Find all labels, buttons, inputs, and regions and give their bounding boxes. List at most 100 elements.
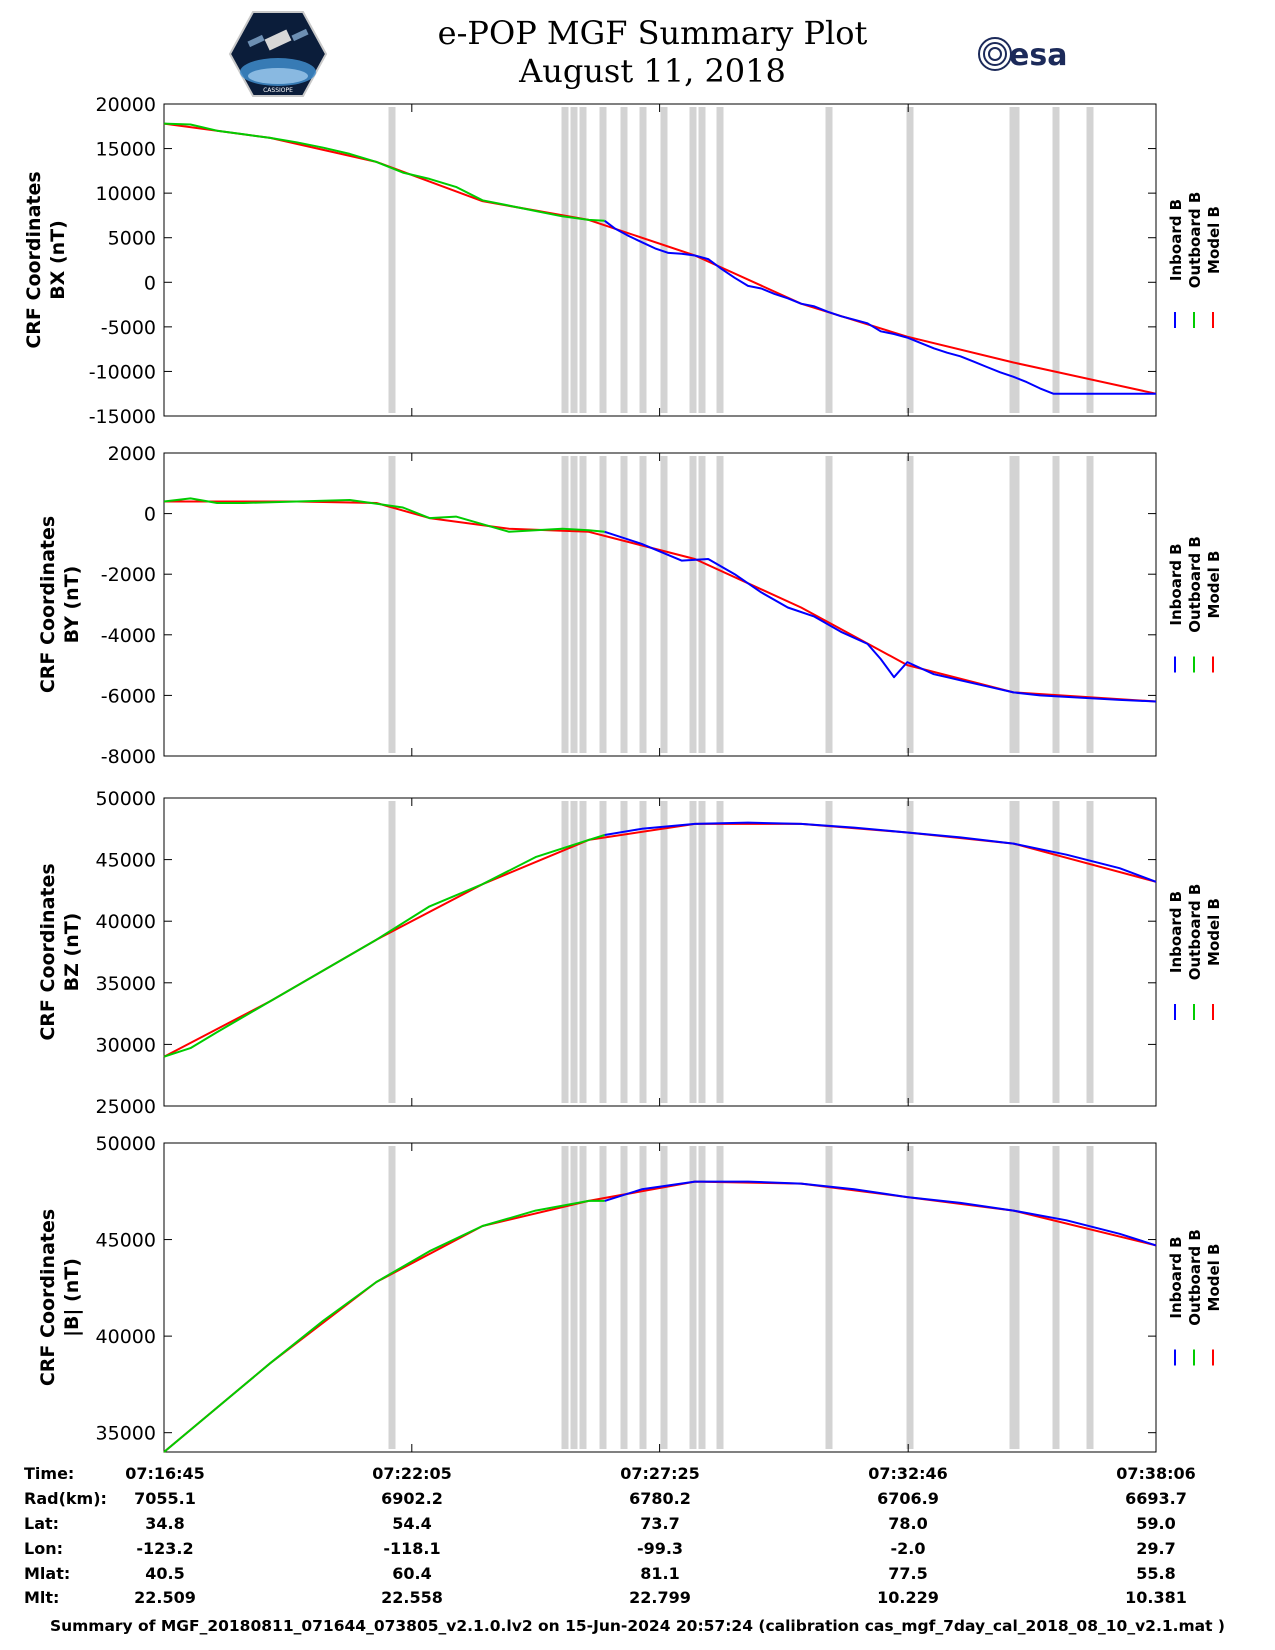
data-gap-band — [561, 801, 569, 1103]
info-cell: 22.509 — [134, 1588, 196, 1607]
series-line-outboard-b — [163, 497, 605, 533]
y-tick-label: 45000 — [96, 850, 156, 872]
info-cell: 07:22:05 — [372, 1464, 452, 1483]
plot-date: August 11, 2018 — [519, 52, 786, 90]
data-gap-band — [579, 456, 587, 753]
y-tick-label: -6000 — [101, 685, 156, 707]
info-cell: 6706.9 — [877, 1489, 939, 1508]
info-row-label: Lat: — [24, 1514, 59, 1533]
data-gap-band — [1086, 456, 1094, 753]
data-gap-band — [639, 801, 647, 1103]
y-tick-label: 30000 — [96, 1034, 156, 1056]
info-cell: -2.0 — [891, 1539, 926, 1558]
info-cell: 07:38:06 — [1116, 1464, 1196, 1483]
data-gap-band — [660, 801, 668, 1103]
plot-frame — [163, 103, 1157, 417]
data-gap-band — [1052, 107, 1060, 413]
y-axis-label-line: CRF Coordinates — [37, 516, 59, 693]
y-tick-label: -2000 — [101, 564, 156, 586]
data-gap-band — [716, 456, 724, 753]
esa-wordmark: esa — [1009, 38, 1067, 73]
y-tick-label: -15000 — [89, 406, 156, 428]
data-gap-band — [639, 107, 647, 413]
y-axis-label-line: CRF Coordinates — [37, 863, 59, 1040]
data-gap-band — [825, 1146, 833, 1449]
plot-title: e-POP MGF Summary Plot — [437, 14, 868, 52]
y-axis-label-line: CRF Coordinates — [23, 171, 45, 348]
y-tick-label: 25000 — [96, 1096, 156, 1118]
data-gap-band — [388, 1146, 396, 1449]
data-gap-band — [906, 456, 914, 753]
info-cell: 6902.2 — [381, 1489, 443, 1508]
legend-label: Outboard B — [1186, 1229, 1204, 1326]
plot-frame — [163, 1142, 1157, 1453]
y-tick-label: 35000 — [96, 973, 156, 995]
y-tick-label: -4000 — [101, 625, 156, 647]
plot-frame — [163, 797, 1157, 1107]
cassiope-mission-logo: CASSIOPE — [228, 11, 328, 97]
chart-panel-2: 2000 0 -2000 -4000 -6000 -8000 CRF Coordinates… — [37, 443, 1223, 768]
y-axis-label: CRF Coordinates |B| (nT) — [37, 1209, 83, 1386]
data-gap-band — [716, 107, 724, 413]
y-tick-label: -10000 — [89, 361, 156, 383]
y-axis-label-line: |B| (nT) — [61, 1258, 83, 1337]
y-axis-label-line: BX (nT) — [47, 220, 69, 300]
legend-label: Outboard B — [1186, 536, 1204, 633]
series-line-inboard-b — [604, 1180, 1157, 1247]
series-line-model-b — [163, 822, 1157, 1058]
info-cell: 22.799 — [629, 1588, 691, 1607]
data-gap-band — [689, 107, 697, 413]
esa-logo: esa — [978, 37, 1067, 73]
y-tick-label: 35000 — [96, 1423, 156, 1445]
data-gap-band — [660, 107, 668, 413]
info-cell: 55.8 — [1136, 1564, 1175, 1583]
info-cell: 73.7 — [640, 1514, 679, 1533]
data-gap-band — [1086, 801, 1094, 1103]
y-tick-label: 20000 — [96, 94, 156, 116]
legend-label: Inboard B — [1167, 543, 1185, 625]
series-line-outboard-b — [163, 122, 605, 222]
y-tick-label: -5000 — [101, 317, 156, 339]
info-cell: -99.3 — [637, 1539, 683, 1558]
data-gap-band — [388, 107, 396, 413]
data-gap-band — [1012, 801, 1020, 1103]
data-gap-band — [698, 107, 706, 413]
data-gap-band — [570, 1146, 578, 1449]
y-tick-label: -8000 — [101, 746, 156, 768]
data-gap-band — [570, 107, 578, 413]
info-cell: 60.4 — [392, 1564, 431, 1583]
info-cell: 78.0 — [888, 1514, 927, 1533]
info-cell: -123.2 — [136, 1539, 193, 1558]
data-gap-band — [906, 801, 914, 1103]
data-gap-band — [561, 456, 569, 753]
info-cell: 29.7 — [1136, 1539, 1175, 1558]
chart-panel-3: 50000 45000 40000 35000 30000 25000 CRF Coordi… — [37, 788, 1223, 1118]
logo-caption: CASSIOPE — [263, 87, 293, 94]
data-gap-band — [906, 1146, 914, 1449]
info-cell: 22.558 — [381, 1588, 443, 1607]
data-gap-band — [1086, 1146, 1094, 1449]
y-axis-label-line: BZ (nT) — [61, 913, 83, 992]
info-cell: 7055.1 — [134, 1489, 196, 1508]
data-gap-band — [698, 1146, 706, 1449]
data-gap-band — [579, 801, 587, 1103]
data-gap-band — [698, 456, 706, 753]
info-cell: 10.229 — [877, 1588, 939, 1607]
data-gap-band — [689, 456, 697, 753]
data-gap-band — [639, 1146, 647, 1449]
legend-label: Model B — [1205, 551, 1223, 619]
data-gap-band — [1086, 107, 1094, 413]
y-axis-label-line: CRF Coordinates — [37, 1209, 59, 1386]
series-line-outboard-b — [163, 834, 605, 1058]
data-gap-band — [716, 801, 724, 1103]
data-gap-band — [1012, 456, 1020, 753]
legend-label: Inboard B — [1167, 891, 1185, 973]
y-tick-label: 40000 — [96, 1326, 156, 1348]
chart-panel-4: 50000 45000 40000 35000 CRF Coordinates |B| (… — [37, 1133, 1223, 1453]
data-gap-band — [570, 456, 578, 753]
legend-label: Outboard B — [1186, 192, 1204, 289]
series-line-model-b — [164, 500, 1157, 703]
series-line-inboard-b — [604, 530, 1157, 703]
info-cell: 77.5 — [888, 1564, 927, 1583]
info-cell: 34.8 — [145, 1514, 184, 1533]
